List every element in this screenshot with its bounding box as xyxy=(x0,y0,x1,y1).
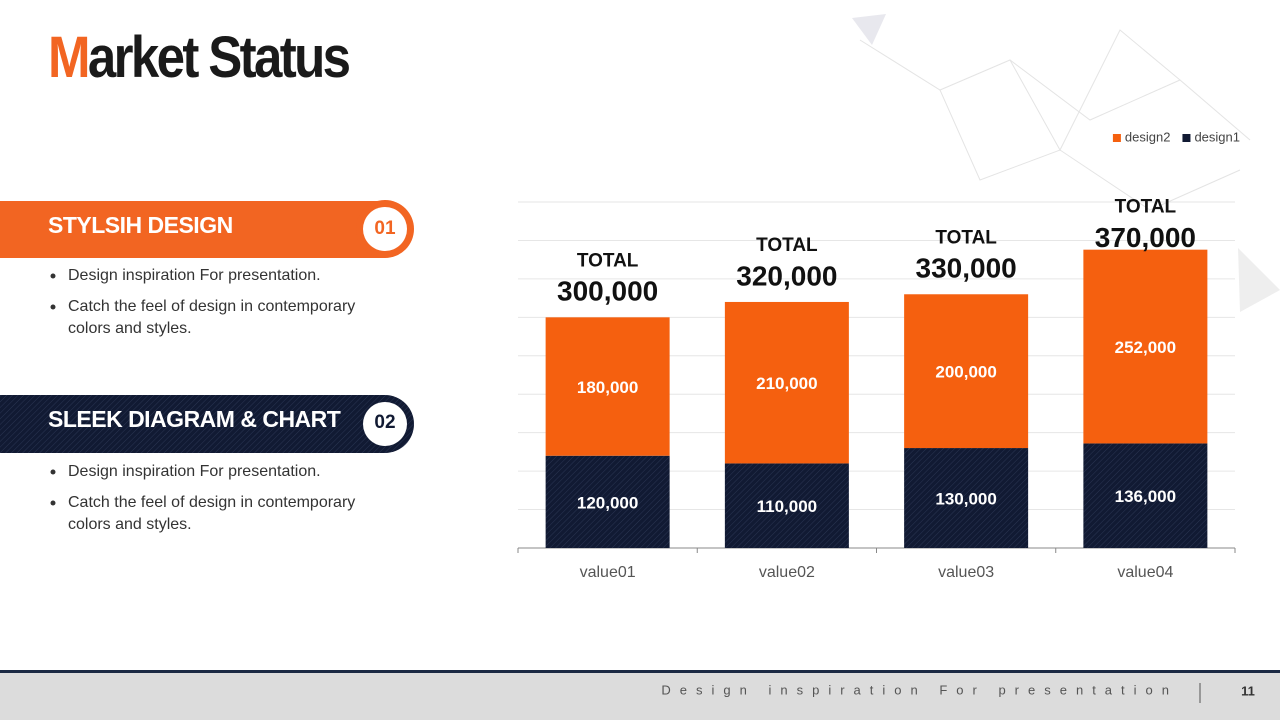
bar-segment xyxy=(724,463,849,548)
value-label: 136,000 xyxy=(1115,487,1176,506)
page-number: 11 xyxy=(1241,683,1255,698)
total-label: TOTAL xyxy=(1115,197,1177,218)
bullet-dot xyxy=(50,273,56,279)
bar-segment xyxy=(545,455,670,548)
value-label: 252,000 xyxy=(1115,338,1176,357)
section-badge xyxy=(363,207,407,251)
section-heading: SLEEK DIAGRAM & CHART xyxy=(48,406,341,432)
footer-line xyxy=(0,670,1280,673)
bullet-text: colors and styles. xyxy=(68,516,192,533)
footer-text: Design inspiration For presentation xyxy=(661,682,1178,697)
section-heading: STYLSIH DESIGN xyxy=(48,212,233,238)
bullet-dot xyxy=(50,500,56,506)
x-tick-label: value04 xyxy=(1117,564,1173,581)
x-tick-label: value03 xyxy=(938,564,994,581)
total-value: 300,000 xyxy=(557,276,658,307)
value-label: 110,000 xyxy=(757,497,818,516)
value-label: 130,000 xyxy=(935,490,996,509)
chart: 120,000 180,000 300,000 TOTAL value01 110,000… xyxy=(517,129,1240,581)
section-bar xyxy=(0,395,385,453)
section-bar xyxy=(0,201,385,258)
total-label: TOTAL xyxy=(935,227,997,248)
section-number: 01 xyxy=(374,218,396,239)
bar-segment xyxy=(724,301,849,464)
bullet-text: colors and styles. xyxy=(68,320,192,337)
x-tick-label: value02 xyxy=(759,564,815,581)
footer-band xyxy=(0,670,1280,720)
bullet-text: Catch the feel of design in contemporary xyxy=(68,494,355,511)
value-label: 210,000 xyxy=(756,374,817,393)
bar-segment xyxy=(1083,443,1208,548)
value-label: 180,000 xyxy=(577,378,638,397)
legend-swatch xyxy=(1112,134,1121,142)
legend-label: design2 xyxy=(1125,129,1171,144)
background-network xyxy=(852,14,1280,312)
bullet-dot xyxy=(50,469,56,475)
total-label: TOTAL xyxy=(577,250,639,271)
bullet-dot xyxy=(50,304,56,310)
bar-segment xyxy=(904,294,1029,449)
total-label: TOTAL xyxy=(756,235,818,256)
value-label: 120,000 xyxy=(577,493,638,512)
bar-segment xyxy=(545,317,670,456)
legend-label: design1 xyxy=(1194,129,1240,144)
legend-swatch xyxy=(1182,134,1191,142)
section-badge xyxy=(363,402,407,446)
x-tick-label: value01 xyxy=(580,564,636,581)
value-label: 200,000 xyxy=(935,363,996,382)
bar-segment xyxy=(904,448,1029,548)
bullet-text: Catch the feel of design in contemporary xyxy=(68,298,355,315)
bullet-text: Design inspiration For presentation. xyxy=(68,463,321,480)
slide-title: Market Status xyxy=(48,25,351,90)
bar-segment xyxy=(1083,249,1208,444)
total-value: 330,000 xyxy=(916,253,1017,284)
section-number: 02 xyxy=(374,412,395,433)
total-value: 370,000 xyxy=(1095,222,1196,253)
total-value: 320,000 xyxy=(736,260,837,291)
bullet-text: Design inspiration For presentation. xyxy=(68,267,321,284)
